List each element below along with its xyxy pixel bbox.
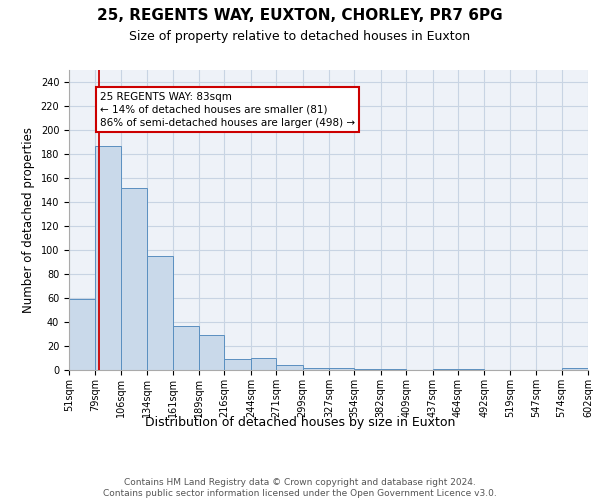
Bar <box>355 369 381 370</box>
Bar <box>458 369 484 370</box>
Bar <box>433 369 458 370</box>
Text: Distribution of detached houses by size in Euxton: Distribution of detached houses by size … <box>145 416 455 429</box>
Bar <box>562 368 588 370</box>
Bar <box>276 365 302 370</box>
Bar <box>302 368 329 370</box>
Text: 25 REGENTS WAY: 83sqm
← 14% of detached houses are smaller (81)
86% of semi-deta: 25 REGENTS WAY: 83sqm ← 14% of detached … <box>100 92 355 128</box>
Text: Size of property relative to detached houses in Euxton: Size of property relative to detached ho… <box>130 30 470 43</box>
Bar <box>147 256 173 370</box>
Bar <box>224 359 251 370</box>
Bar <box>199 335 224 370</box>
Bar <box>251 358 276 370</box>
Bar <box>69 299 95 370</box>
Bar <box>95 146 121 370</box>
Y-axis label: Number of detached properties: Number of detached properties <box>22 127 35 313</box>
Bar <box>121 188 147 370</box>
Bar <box>329 368 355 370</box>
Bar <box>381 369 406 370</box>
Text: 25, REGENTS WAY, EUXTON, CHORLEY, PR7 6PG: 25, REGENTS WAY, EUXTON, CHORLEY, PR7 6P… <box>97 8 503 22</box>
Bar <box>173 326 199 370</box>
Text: Contains HM Land Registry data © Crown copyright and database right 2024.
Contai: Contains HM Land Registry data © Crown c… <box>103 478 497 498</box>
